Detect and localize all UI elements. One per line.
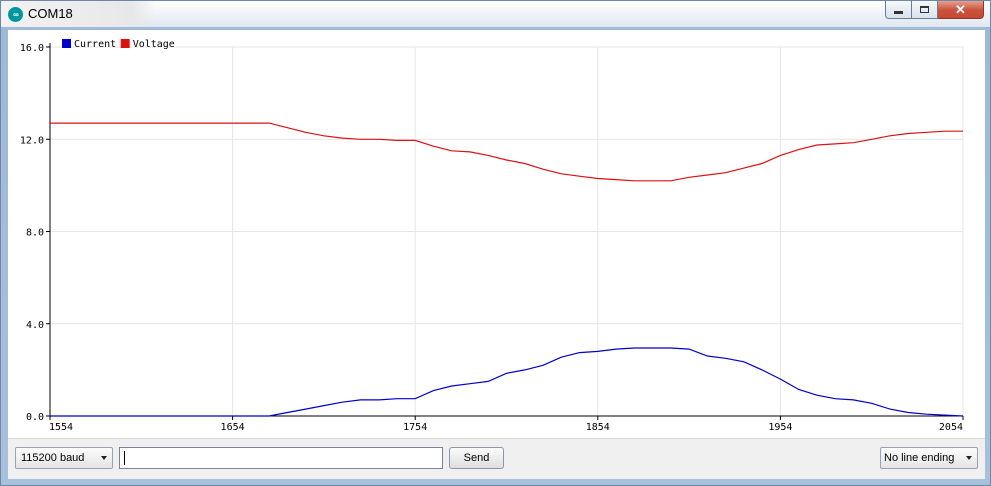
baud-rate-select[interactable]: 115200 baud bbox=[15, 447, 113, 469]
legend-label-voltage: Voltage bbox=[133, 39, 175, 50]
maximize-button[interactable] bbox=[912, 1, 938, 19]
y-tick-label: 4.0 bbox=[26, 320, 44, 331]
close-icon: ✕ bbox=[955, 2, 966, 17]
legend-label-current: Current bbox=[74, 39, 116, 50]
y-tick-label: 0.0 bbox=[26, 412, 44, 423]
close-button[interactable]: ✕ bbox=[938, 1, 984, 19]
x-tick-label: 1654 bbox=[221, 422, 245, 433]
arduino-icon: ∞ bbox=[8, 7, 23, 22]
bottom-toolbar: 115200 baud Send No line ending bbox=[8, 438, 985, 479]
line-ending-value: No line ending bbox=[884, 452, 955, 464]
line-chart: 0.0 4.0 8.0 12.0 16.0 1554 1654 1754 1854 1954 205… bbox=[20, 39, 964, 433]
x-tick-label: 1554 bbox=[49, 422, 73, 433]
minimize-button[interactable] bbox=[885, 1, 912, 19]
x-tick-label: 1854 bbox=[586, 422, 610, 433]
text-caret bbox=[124, 451, 125, 465]
client-area: 0.0 4.0 8.0 12.0 16.0 1554 1654 1754 1854 1954 205… bbox=[8, 30, 985, 479]
y-tick-label: 12.0 bbox=[20, 135, 44, 146]
x-tick-label: 2054 bbox=[939, 422, 963, 433]
legend-swatch-voltage bbox=[120, 39, 130, 48]
send-button[interactable]: Send bbox=[449, 447, 504, 469]
chevron-down-icon bbox=[966, 456, 972, 460]
baud-rate-value: 115200 baud bbox=[21, 452, 85, 464]
message-input[interactable] bbox=[119, 447, 443, 469]
window-title: COM18 bbox=[28, 6, 73, 21]
plot-area: 0.0 4.0 8.0 12.0 16.0 1554 1654 1754 1854 1954 205… bbox=[8, 30, 985, 438]
minimize-icon bbox=[894, 11, 903, 14]
maximize-icon bbox=[920, 6, 929, 13]
x-tick-label: 1754 bbox=[403, 422, 427, 433]
line-ending-select[interactable]: No line ending bbox=[880, 447, 978, 469]
series-line-voltage bbox=[50, 122, 963, 182]
chevron-down-icon bbox=[101, 456, 107, 460]
title-bar[interactable]: ∞ COM18 ✕ bbox=[1, 1, 990, 27]
y-tick-label: 8.0 bbox=[26, 228, 44, 239]
x-tick-label: 1954 bbox=[768, 422, 792, 433]
legend-swatch-current bbox=[62, 39, 71, 48]
y-tick-label: 16.0 bbox=[20, 43, 44, 54]
series-line-current bbox=[50, 347, 964, 417]
